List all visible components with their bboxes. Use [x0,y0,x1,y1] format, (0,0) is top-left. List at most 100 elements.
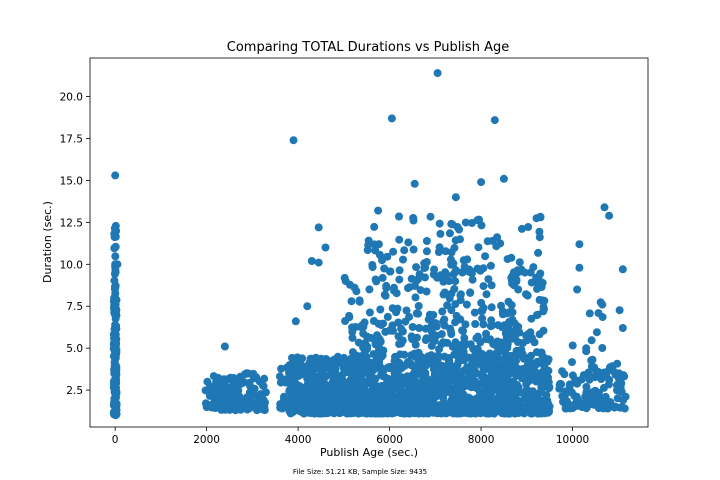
data-point [400,350,409,359]
data-point [348,323,356,332]
data-point [111,411,120,420]
data-point [585,396,594,405]
file-size-footer: File Size: 51.21 KB, Sample Size: 9435 [293,468,427,476]
data-point [601,392,610,401]
x-tick-label: 4000 [285,434,312,446]
data-point [410,349,419,358]
data-point [573,379,582,388]
data-point [512,371,521,380]
data-point [479,282,488,291]
data-point [445,229,454,238]
data-point [409,245,418,254]
data-point [587,362,596,371]
data-point [608,362,617,371]
data-point [493,233,502,242]
data-point [486,359,495,368]
data-point [588,388,597,397]
data-point [575,263,584,272]
data-point [481,252,490,261]
data-point [395,235,404,244]
data-point [504,320,513,328]
data-point [435,219,444,228]
data-point [477,298,486,307]
data-point [537,283,546,291]
data-point [374,206,383,215]
data-point [371,275,380,284]
data-point [394,332,403,341]
data-point [110,310,119,319]
data-point [478,392,487,401]
y-tick-label: 15.0 [60,175,83,187]
data-point [328,406,337,415]
data-point [526,268,535,277]
x-tick-label: 2000 [193,434,220,446]
data-point [487,303,496,312]
data-point [463,377,471,386]
data-point [421,324,430,333]
data-point [405,391,414,400]
data-point [462,300,471,309]
data-point [452,311,461,320]
data-point [409,214,418,222]
data-point [615,306,624,315]
data-point [395,275,404,284]
data-point [422,247,431,256]
x-tick-label: 8000 [468,434,495,446]
data-point [570,391,579,400]
data-point [470,308,479,317]
data-point [619,396,628,404]
data-point [303,302,312,311]
data-point [275,372,284,381]
data-point [455,225,464,234]
data-point [347,297,356,306]
data-point [450,243,459,252]
data-point [291,364,300,373]
data-point [585,309,594,318]
data-point [538,296,547,305]
data-point [348,363,356,372]
data-point [468,359,477,368]
data-point [458,326,467,335]
data-point [543,399,552,408]
data-point [453,374,462,383]
data-point [371,246,380,255]
data-point [602,371,611,380]
data-point [563,403,572,412]
data-point [369,398,378,407]
data-point [340,273,349,282]
data-point [345,311,354,320]
data-point [517,265,526,274]
data-point [371,363,380,372]
data-point [435,387,444,395]
data-point [528,373,537,382]
data-point [605,211,614,220]
data-point [582,404,591,413]
data-point [231,404,240,413]
data-point [314,223,323,232]
data-point [510,319,519,328]
data-point [237,379,246,388]
data-point [110,335,119,344]
data-point [445,277,454,286]
data-point [471,320,480,328]
data-point [617,379,626,388]
data-point [239,400,248,409]
data-point [449,259,458,268]
data-point [499,391,508,400]
data-point [436,229,445,238]
data-point [257,393,266,402]
data-point [440,288,449,297]
data-point [210,388,219,397]
data-point [463,394,472,403]
data-point [368,263,377,272]
data-point [404,238,413,247]
data-point [378,346,386,355]
data-point [517,224,526,233]
data-point [395,212,403,221]
data-point [389,247,398,256]
data-point [321,390,329,399]
data-point [463,255,472,264]
data-point [535,233,544,242]
data-point [431,359,440,368]
